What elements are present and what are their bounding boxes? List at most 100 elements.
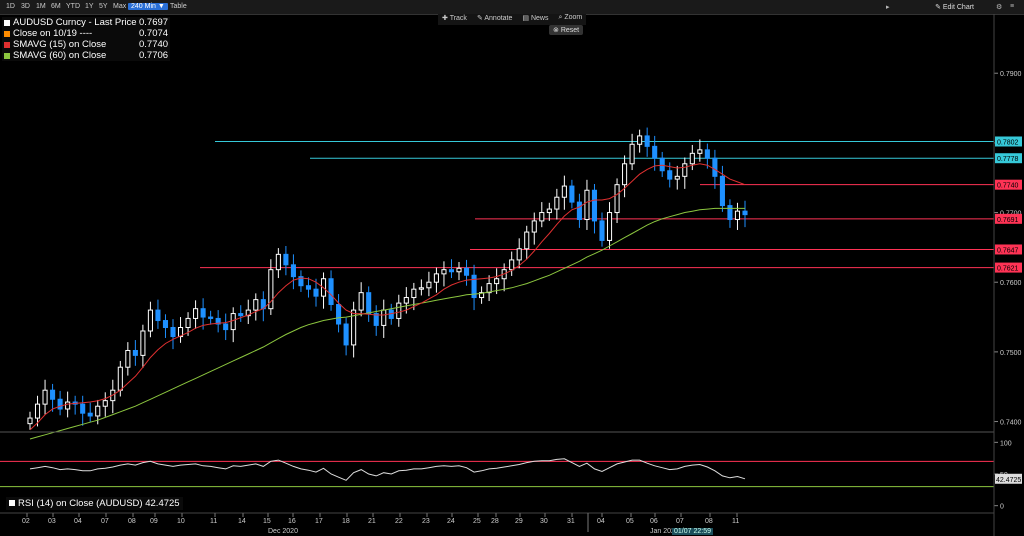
timeframe-3d[interactable]: 3D xyxy=(21,3,30,10)
edit-chart-label: Edit Chart xyxy=(942,4,974,11)
legend-name: AUDUSD Curncy - Last Price xyxy=(13,17,137,28)
timeframe-6m[interactable]: 6M xyxy=(51,3,61,10)
track-label: Track xyxy=(449,15,467,22)
play-icon[interactable]: ▸ xyxy=(886,4,890,11)
candle-body xyxy=(569,185,575,203)
candle-body xyxy=(290,264,296,278)
candle-body xyxy=(208,316,214,319)
track-tool[interactable]: ✚ Track xyxy=(442,14,467,25)
interval-dropdown[interactable]: 240 Min ▼ xyxy=(128,3,168,10)
annotate-label: Annotate xyxy=(484,15,513,22)
timeframe-1y[interactable]: 1Y xyxy=(85,3,94,10)
x-tick-label: 10 xyxy=(177,518,185,525)
level-tag xyxy=(995,262,1022,273)
timeframe-max[interactable]: Max xyxy=(113,3,127,10)
candle-body xyxy=(27,417,33,425)
pencil-icon: ✎ xyxy=(935,4,943,11)
candle-body xyxy=(125,349,131,368)
edit-chart-button[interactable]: ✎ Edit Chart xyxy=(935,3,974,11)
candle-body xyxy=(80,403,86,414)
level-tag-label: 0.7647 xyxy=(997,247,1019,254)
timeframe-1m[interactable]: 1M xyxy=(36,3,46,10)
x-tick-label: 25 xyxy=(473,518,481,525)
horizontal-levels xyxy=(200,140,994,269)
annotate-tool[interactable]: ✎ Annotate xyxy=(477,14,512,25)
candle-body xyxy=(629,143,635,165)
candle-body xyxy=(494,278,500,285)
legend-value: 0.7697 xyxy=(139,17,169,28)
legend-row-sma60[interactable]: SMAVG (60) on Close 0.7706 xyxy=(2,50,170,61)
candle-body xyxy=(185,317,191,328)
candle-body xyxy=(591,189,598,222)
legend-value: 0.7074 xyxy=(139,28,169,39)
candle-body xyxy=(366,292,372,315)
x-tick-label: 02 xyxy=(22,518,30,525)
x-tick-label: 11 xyxy=(210,518,217,525)
x-tick-label: 23 xyxy=(422,518,430,525)
zoom-tool[interactable]: ⌕ Zoom xyxy=(558,14,582,25)
legend-row-sma15[interactable]: SMAVG (15) on Close 0.7740 xyxy=(2,39,170,50)
month-label-dec: Dec 2020 xyxy=(268,528,298,535)
gear-icon[interactable]: ⚙ xyxy=(996,4,1003,11)
candle-body xyxy=(336,304,342,325)
candle-body xyxy=(448,269,455,273)
candle-body xyxy=(268,269,274,310)
candle-body xyxy=(712,157,718,177)
rsi-tick-label: 0 xyxy=(1000,504,1004,511)
legend-swatch xyxy=(4,30,10,37)
candle-body xyxy=(719,175,725,207)
x-tick-label: 06 xyxy=(650,518,658,525)
legend-name: SMAVG (15) on Close xyxy=(13,39,107,50)
candle-body xyxy=(155,309,161,322)
x-tick-label: 15 xyxy=(263,518,271,525)
x-tick-label: 07 xyxy=(101,518,109,525)
candle-body xyxy=(576,201,582,221)
candlesticks xyxy=(27,127,748,430)
news-label: News xyxy=(530,15,549,22)
candle-body xyxy=(373,313,379,326)
x-tick-label: 03 xyxy=(48,518,56,525)
x-tick-label: 09 xyxy=(150,518,158,525)
candle-body xyxy=(742,210,748,216)
timeframe-ytd[interactable]: YTD xyxy=(66,3,80,10)
rsi-swatch xyxy=(9,500,15,506)
candle-body xyxy=(539,212,545,222)
candle-body xyxy=(193,308,199,319)
rsi-y-axis: 10050042.4725 xyxy=(994,440,1022,511)
rsi-current-tag xyxy=(995,473,1022,484)
news-icon: ▤ xyxy=(522,15,531,22)
candle-body xyxy=(117,366,123,391)
legend-name: Close on 10/19 ---- xyxy=(13,28,93,39)
menu-icon[interactable]: ≡ xyxy=(1010,3,1015,10)
x-tick-label: 04 xyxy=(597,518,605,525)
candle-body xyxy=(351,309,357,346)
x-tick-label: 05 xyxy=(626,518,634,525)
candle-body xyxy=(546,208,552,214)
candle-body xyxy=(230,313,236,331)
legend-value: 0.7740 xyxy=(139,39,169,50)
rsi-legend-value: 42.4725 xyxy=(145,498,180,509)
candle-body xyxy=(343,323,349,346)
timeframe-1d[interactable]: 1D xyxy=(6,3,15,10)
candle-body xyxy=(524,231,530,250)
candle-body xyxy=(509,259,515,271)
candle-body xyxy=(42,389,48,405)
legend-row-last-price[interactable]: AUDUSD Curncy - Last Price 0.7697 xyxy=(2,17,170,28)
table-button[interactable]: Table xyxy=(170,3,187,10)
candle-body xyxy=(87,412,93,417)
timeframe-5y[interactable]: 5Y xyxy=(99,3,108,10)
candle-body xyxy=(411,288,417,299)
candle-body xyxy=(667,170,673,180)
legend-row-close[interactable]: Close on 10/19 ---- 0.7074 xyxy=(2,28,170,39)
candle-body xyxy=(682,163,688,177)
candle-body xyxy=(704,149,710,159)
reset-button[interactable]: ⊗ Reset xyxy=(549,25,584,35)
candle-body xyxy=(223,323,229,331)
candle-body xyxy=(57,398,63,410)
rsi-legend-label: RSI (14) on Close (AUDUSD) xyxy=(18,498,143,509)
news-tool[interactable]: ▤ News xyxy=(522,14,548,25)
candle-body xyxy=(283,253,289,266)
rsi-legend[interactable]: RSI (14) on Close (AUDUSD) 42.4725 xyxy=(6,497,183,510)
x-tick-label: 29 xyxy=(515,518,523,525)
